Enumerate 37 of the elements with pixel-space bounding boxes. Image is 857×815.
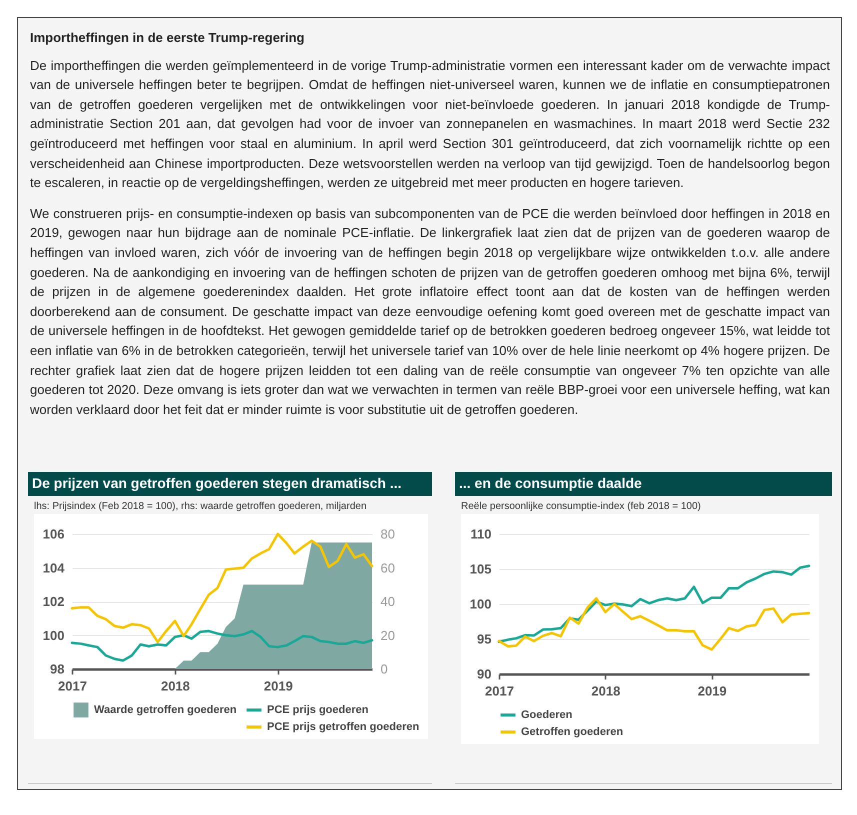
text: Importheffingen in de eerste Trump-regering: [30, 29, 306, 47]
legend-label: PCE prijs getroffen goederen: [267, 721, 420, 733]
y-tick-label: 110: [470, 526, 492, 542]
x-tick-label: 2018: [591, 684, 620, 698]
y2-tick-label: 80: [380, 526, 395, 542]
legend-label: Waarde getroffen goederen: [94, 704, 237, 716]
legend-label: Getroffen goederen: [521, 726, 624, 738]
x-tick-label: 2019: [698, 684, 727, 698]
y-tick-label: 104: [42, 560, 66, 576]
y-tick-label: 100: [470, 596, 492, 612]
line-series: [70, 532, 374, 644]
chart-title: De prijzen van getroffen goederen stegen dramatisch ...: [28, 472, 432, 496]
y-tick-label: 105: [470, 562, 492, 576]
y-tick-label: 90: [477, 666, 492, 682]
x-tick-label: 2019: [264, 678, 293, 694]
line-series: [70, 630, 374, 662]
y-tick-label: 98: [50, 662, 64, 676]
chart-subtitle: Reële persoonlijke consumptie-index (feb 2018 = 100): [460, 500, 702, 514]
line-series: [498, 597, 810, 651]
legend-label: Goederen: [521, 709, 573, 721]
x-tick-label: 2017: [485, 684, 514, 698]
x-tick-label: 2018: [160, 678, 190, 694]
legend-label: PCE prijs goederen: [267, 704, 369, 716]
y2-tick-label: 0: [380, 662, 388, 676]
text: We construeren prijs- en consumptie-indexen op basis van subcomponenten van de PCE die werden beïnvloed door heffingen in 2018 en 2019, gewogen naar hun bijdrage aan de nominale PCE-inflatie. De linkergrafiek laat zien dat de prijzen van de goederen waarop de heffingen van invloed waren, zich vóór de invoering van de heffingen begin 2018 op vergelijkbare wijze ontwikkelden t.o.v. alle andere goederen. Na de aankondiging en invoering van de heffingen schoten de prijzen van de getroffen goederen omhoog met bijna 6%, terwijl de prijzen in de algemene goederenindex daalden. Het grote inflatoire effect toont aan dat de kosten van de heffingen werden doorberekend aan de consument. De geschatte impact van deze eenvoudige oefening komt goed overeen met de geschatte impact van de universele heffingen in de hoofdtekst. Het gewogen gemiddelde tarief op de betrokken goederen bedroeg ongeveer 15%, wat leidde tot een inflatie van 6% in de betrokken categorieën, terwijl het universele tarief van 10% over de hele linie neerkomt op 4% hogere prijzen. De rechter grafiek laat zien dat de hogere prijzen leidden tot een daling van de reële consumptie van ongeveer 7% ten opzichte van alle goederen tot 2020. Deze omvang is iets groter dan wat we verwachten in termen van reële BBP-groei voor een universele heffing, wat kan worden verklaard door het feit dat er minder ruimte is voor substitutie uit de getroffen goederen.: [30, 206, 830, 417]
x-tick-label: 2017: [58, 678, 87, 694]
y2-tick-label: 60: [380, 560, 395, 576]
chart-title: ... en de consumptie daalde: [455, 472, 832, 496]
line-series: [498, 564, 810, 644]
y-tick-label: 100: [42, 628, 64, 643]
y-tick-label: 102: [42, 594, 64, 609]
y2-tick-label: 40: [380, 594, 395, 609]
y-tick-label: 106: [42, 526, 64, 542]
y-tick-label: 95: [477, 632, 492, 646]
chart-subtitle: lhs: Prijsindex (Feb 2018 = 100), rhs: waarde getroffen goederen, miljarden: [33, 500, 368, 514]
y2-tick-label: 20: [380, 628, 395, 643]
text: De importheffingen die werden geïmplementeerd in de vorige Trump-administratie vormen een interessant kader om de verwachte impact van de universele heffingen beter te begrijpen. Omdat de heffingen niet-universeel waren, kunnen we de inflatie en consumptiepatronen van de getroffen goederen vergelijken met de ontwikkelingen voor niet-beïnvloede goederen. In januari 2018 kondigde de Trump-administratie Section 201 aan, dat gevolgen had voor de invoer van zonnepanelen en wasmachines. In maart 2018 werd Sectie 232 geïntroduceerd met heffingen voor staal en aluminium. In april werd Section 301 geïntroduceerd, dat zich voornamelijk richtte op een verscheidenheid aan Chinese importproducten. Deze wetsvoorstellen werden na verloop van tijd gewijzigd. Toen de handelsoorlog begon te escaleren, in reactie op de vergeldingsheffingen, werden ze uitgebreid met meer producten en hogere tarieven.: [30, 56, 830, 192]
